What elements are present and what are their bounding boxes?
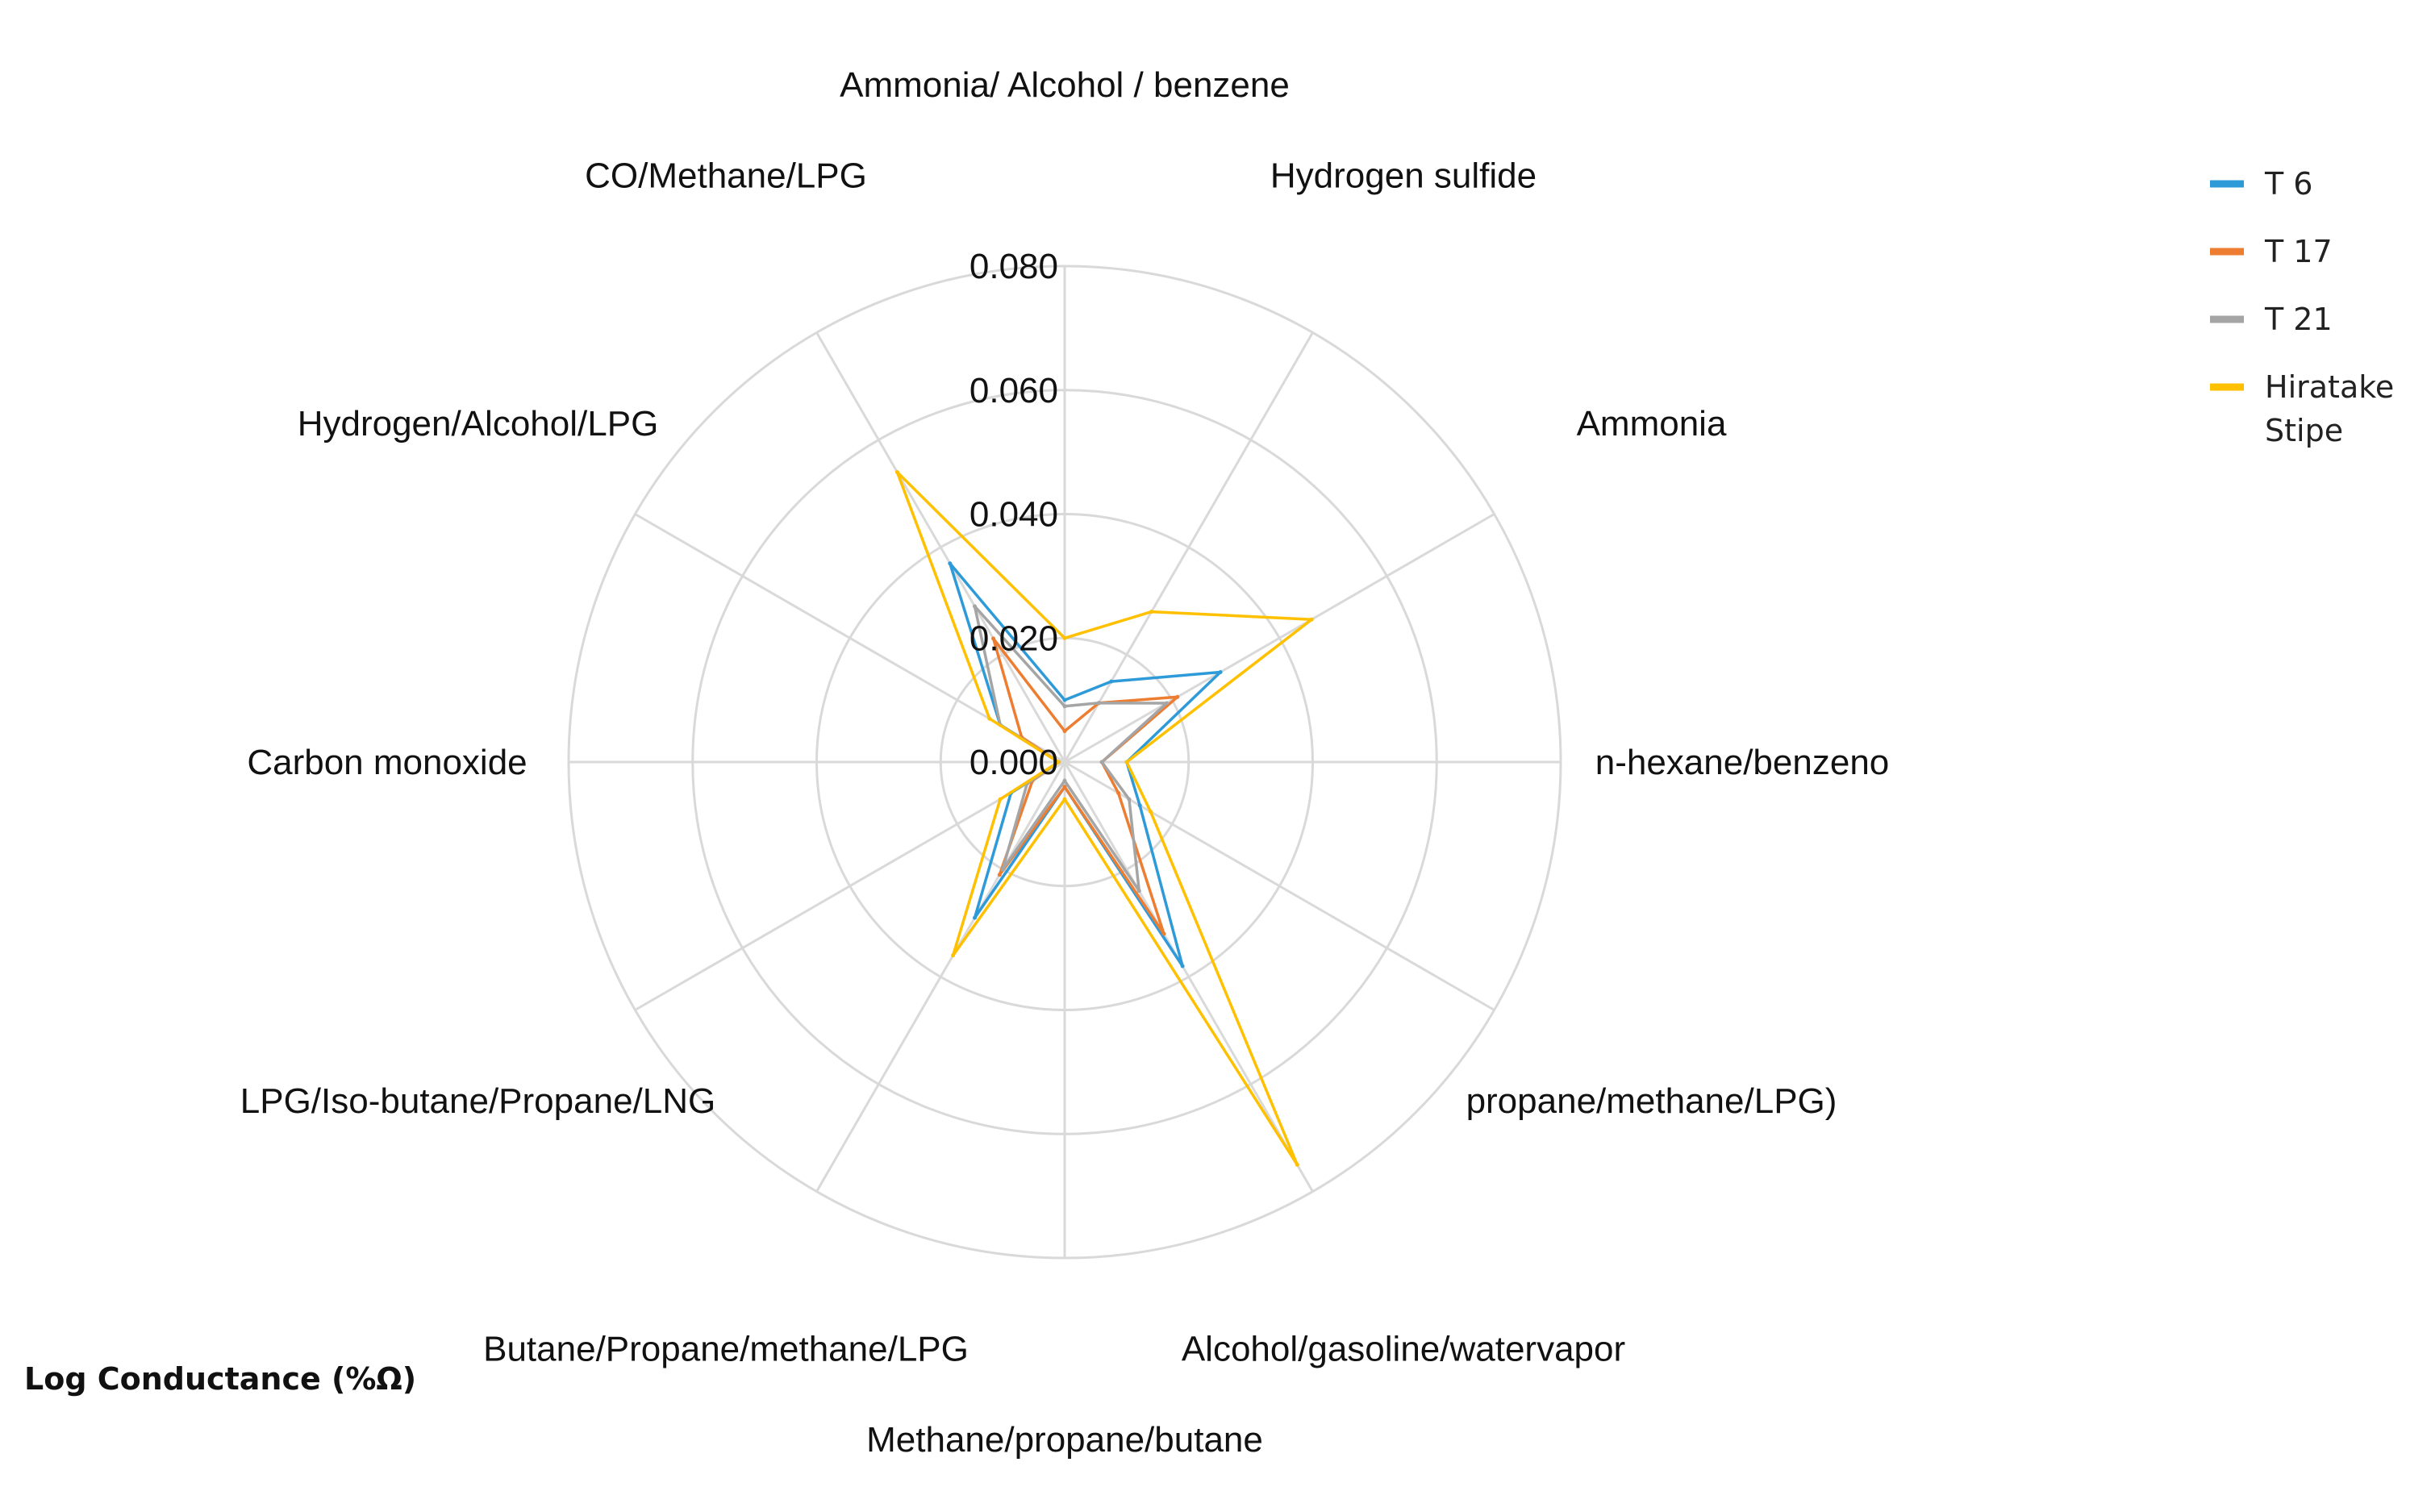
- series-1-point-0: [1062, 729, 1067, 734]
- spoke-label-10: Hydrogen/Alcohol/LPG: [298, 404, 659, 444]
- series-2-point-1: [1096, 701, 1101, 706]
- legend-label-0: T 6: [2264, 166, 2312, 202]
- series-0-point-4: [1137, 803, 1142, 808]
- series-3-point-6: [1062, 797, 1067, 802]
- series-0-point-7: [973, 915, 977, 920]
- series-3-point-8: [998, 797, 1003, 802]
- series-1-point-4: [1116, 790, 1121, 795]
- tick-label-4: 0.080: [969, 247, 1058, 286]
- series-1-point-6: [1062, 785, 1067, 789]
- spoke-line-8: [634, 760, 1065, 1011]
- spoke-line-1: [1063, 331, 1314, 763]
- spoke-labels: Ammonia/ Alcohol / benzene Hydrogen sulfi…: [240, 65, 1890, 1460]
- tick-label-1: 0.020: [969, 619, 1058, 658]
- spoke-label-0: Ammonia/ Alcohol / benzene: [840, 65, 1290, 105]
- radial-tick-labels: 0.000 0.020 0.040 0.060 0.080: [969, 247, 1058, 782]
- series-3-point-10: [987, 716, 992, 721]
- series-2-point-5: [1136, 889, 1141, 893]
- tick-label-0: 0.000: [969, 743, 1058, 782]
- series-3-point-5: [1295, 1162, 1299, 1167]
- series-3-point-7: [951, 953, 956, 958]
- spoke-label-2: Ammonia: [1577, 404, 1727, 444]
- series-2-point-2: [1165, 701, 1169, 706]
- series-1-point-5: [1161, 931, 1166, 936]
- series-3-point-2: [1309, 617, 1314, 622]
- series-1-point-11: [991, 636, 996, 641]
- legend: T 6 T 17 T 21 Hiratake Stipe: [2210, 166, 2394, 448]
- spoke-label-8: LPG/Iso-butane/Propane/LNG: [240, 1081, 715, 1121]
- series-0-point-0: [1062, 698, 1067, 702]
- tick-label-3: 0.060: [969, 371, 1058, 410]
- series-2-point-4: [1127, 797, 1132, 802]
- legend-label-2: T 21: [2264, 302, 2333, 337]
- spoke-label-9: Carbon monoxide: [247, 743, 527, 782]
- series-0-point-5: [1180, 964, 1185, 968]
- legend-label-1: T 17: [2264, 234, 2333, 269]
- series-2-point-6: [1062, 778, 1067, 783]
- spoke-line-2: [1064, 513, 1495, 764]
- spoke-label-1: Hydrogen sulfide: [1270, 156, 1537, 196]
- spoke-label-7: Butane/Propane/methane/LPG: [483, 1330, 969, 1369]
- series-2-point-0: [1062, 704, 1067, 709]
- series-2-point-7: [1000, 867, 1005, 872]
- spoke-line-11: [815, 331, 1066, 763]
- spoke-label-3: n-hexane/benzeno: [1595, 743, 1890, 782]
- footnote-axis-unit: Log Conductance (%Ω): [24, 1361, 417, 1397]
- series-2-point-3: [1099, 760, 1104, 764]
- series-1-point-7: [997, 873, 1002, 877]
- radar-grid: [567, 264, 1562, 1260]
- series-3-point-9: [1056, 760, 1061, 764]
- spoke-label-5: Alcohol/gasoline/watervapor: [1182, 1330, 1625, 1369]
- spoke-label-4: propane/methane/LPG): [1466, 1081, 1837, 1121]
- series-0-point-2: [1218, 670, 1223, 674]
- spoke-line-5: [1063, 761, 1314, 1193]
- series-3-point-0: [1062, 635, 1067, 640]
- series-2-point-11: [973, 604, 977, 609]
- series-3-point-3: [1124, 760, 1129, 764]
- series-1-point-2: [1175, 694, 1180, 699]
- radar-series: [894, 470, 1314, 1167]
- series-3-point-11: [894, 470, 899, 474]
- legend-label-3: Hiratake Stipe: [2265, 369, 2394, 448]
- spoke-label-11: CO/Methane/LPG: [585, 156, 867, 196]
- spoke-line-4: [1064, 760, 1495, 1011]
- spoke-line-7: [815, 761, 1066, 1193]
- series-3-point-1: [1149, 610, 1154, 614]
- series-0-point-1: [1109, 679, 1114, 684]
- tick-label-2: 0.040: [969, 495, 1058, 535]
- spoke-label-6: Methane/propane/butane: [866, 1420, 1263, 1460]
- series-3-point-4: [1149, 810, 1153, 814]
- series-0-point-11: [948, 561, 953, 566]
